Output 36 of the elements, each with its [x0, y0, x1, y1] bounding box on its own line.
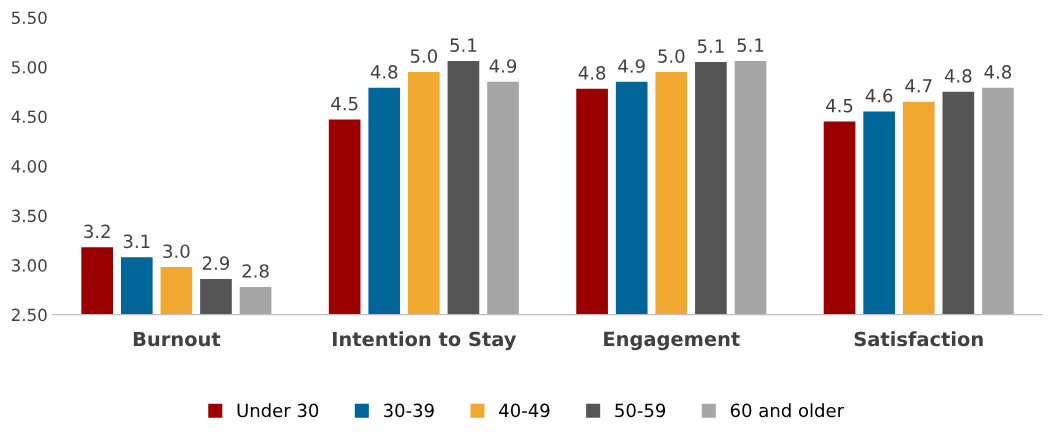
y-tick-label: 3.50 — [11, 209, 47, 223]
x-tick-label: Satisfaction — [854, 331, 983, 347]
data-label: 4.5 — [826, 99, 853, 113]
x-tick-label: Burnout — [133, 331, 221, 347]
data-label: 4.5 — [331, 97, 358, 111]
legend-label: 30-39 — [383, 403, 434, 418]
legend-label: 50-59 — [615, 403, 666, 418]
data-label: 5.1 — [697, 39, 724, 53]
data-label: 4.9 — [489, 59, 517, 73]
data-label: 4.8 — [944, 69, 972, 83]
data-label: 2.9 — [202, 256, 230, 270]
y-tick-label: 2.50 — [11, 308, 47, 322]
data-label: 5.0 — [658, 49, 685, 63]
data-label: 3.2 — [84, 224, 110, 239]
y-tick-label: 4.50 — [11, 110, 47, 124]
data-label: 5.1 — [450, 38, 477, 53]
data-label: 4.8 — [370, 65, 398, 79]
legend-label: 40-49 — [499, 403, 550, 418]
y-tick-label: 5.00 — [11, 60, 47, 74]
data-label: 4.6 — [865, 88, 893, 103]
data-label: 2.8 — [242, 264, 269, 278]
x-tick-label: Engagement — [604, 331, 740, 351]
x-tick-label: Intention to Stay — [333, 331, 517, 351]
data-label: 3.1 — [123, 234, 150, 249]
data-label: 3.0 — [163, 244, 190, 259]
y-tick-label: 3.00 — [11, 259, 47, 272]
data-label: 5.1 — [737, 38, 764, 53]
data-label: 4.7 — [905, 79, 932, 93]
y-tick-label: 5.50 — [11, 11, 47, 25]
data-label: 4.8 — [578, 66, 606, 80]
data-label: 4.9 — [618, 59, 645, 73]
data-label: 4.8 — [984, 65, 1012, 79]
y-tick-label: 4.00 — [11, 160, 47, 173]
legend-label: 60 and older — [730, 403, 845, 418]
data-label: 5.0 — [410, 49, 437, 63]
legend-label: Under 30 — [237, 403, 319, 418]
